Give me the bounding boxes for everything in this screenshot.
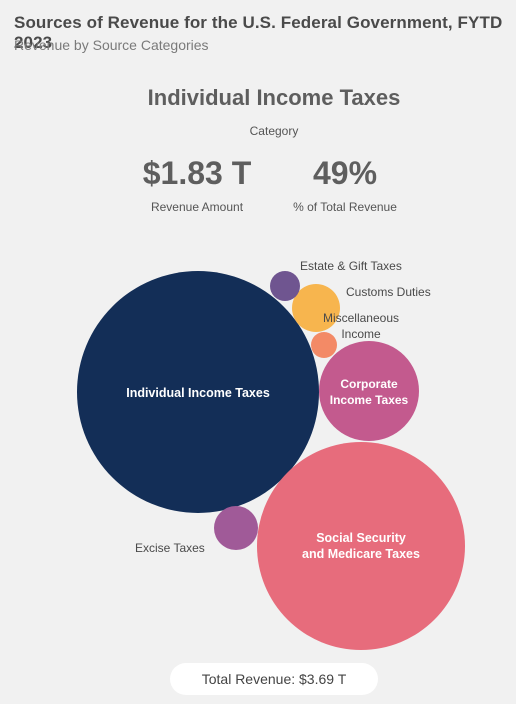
bubble-label-excise-taxes: Excise Taxes [135,541,205,555]
bubble-customs-duties[interactable] [292,284,340,332]
percent-total-stat: 49% % of Total Revenue [255,154,435,214]
revenue-amount-stat: $1.83 T Revenue Amount [107,154,287,214]
bubble-social-security-and-medicare-taxes[interactable] [257,442,465,650]
selected-category-caption: Category [249,124,299,138]
bubble-label-estate-and-gift-taxes: Estate & Gift Taxes [300,259,402,273]
revenue-amount-value: $1.83 T [142,155,252,191]
bubble-label-corporate-income-taxes: Corporate Income Taxes [330,377,409,407]
bubble-excise-taxes[interactable] [214,506,258,550]
bubble-label-social-security-and-medicare-taxes: Social Security and Medicare Taxes [302,531,420,561]
total-revenue-label: Total Revenue: $3.69 T [201,671,347,687]
bubble-label-individual-income-taxes: Individual Income Taxes [126,386,270,400]
percent-total-value: 49% [312,155,378,191]
bubble-corporate-income-taxes[interactable] [319,341,419,441]
chart-title: Sources of Revenue for the U.S. Federal … [14,13,503,52]
bubble-miscellaneous-income[interactable] [311,332,337,358]
selected-category-name: Individual Income Taxes [147,85,401,110]
bubble-label-miscellaneous-income: Miscellaneous Income [323,311,399,341]
chart-subtitle: Revenue by Source Categories [14,37,209,53]
bubble-individual-income-taxes[interactable] [77,271,319,513]
total-revenue-pill: Total Revenue: $3.69 T [170,663,378,695]
percent-total-label: % of Total Revenue [293,200,397,214]
bubble-label-customs-duties: Customs Duties [346,285,431,299]
revenue-amount-label: Revenue Amount [150,200,244,214]
bubble-estate-and-gift-taxes[interactable] [270,271,300,301]
